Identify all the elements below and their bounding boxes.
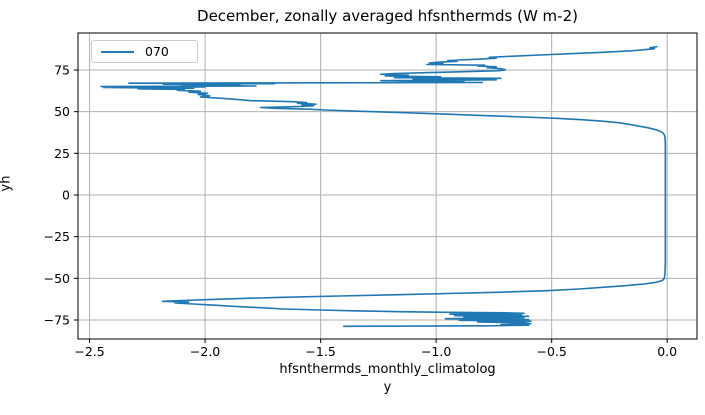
axes-spines <box>77 32 698 340</box>
x-axis-label-line2: y <box>383 379 392 395</box>
x-tick-label: 0.0 <box>657 344 677 359</box>
y-tick-label: 50 <box>54 104 70 119</box>
legend-label: 070 <box>145 44 169 59</box>
chart-title: December, zonally averaged hfsnthermds (… <box>197 7 578 25</box>
x-tick-label: −0.5 <box>536 344 566 359</box>
x-tick-label: −1.0 <box>421 344 451 359</box>
legend-line-sample <box>101 50 134 53</box>
y-tick-label: −25 <box>44 229 70 244</box>
x-axis-label-line1: hfsnthermds_monthly_climatolog <box>279 362 496 377</box>
y-axis-label: yh <box>0 175 14 192</box>
y-tick-label: 75 <box>54 63 70 78</box>
y-tick-label: 25 <box>54 146 70 161</box>
y-tick-label: −75 <box>44 313 70 328</box>
x-tick-label: −2.5 <box>74 344 104 359</box>
x-axis-label: hfsnthermds_monthly_climatolog y <box>78 361 697 396</box>
legend: 070 <box>91 40 198 63</box>
y-tick-label: −50 <box>44 271 70 286</box>
series-line-070 <box>100 45 667 328</box>
x-tick-label: −2.0 <box>190 344 220 359</box>
x-tick-label: −1.5 <box>305 344 335 359</box>
y-tick-label: 0 <box>62 188 70 203</box>
